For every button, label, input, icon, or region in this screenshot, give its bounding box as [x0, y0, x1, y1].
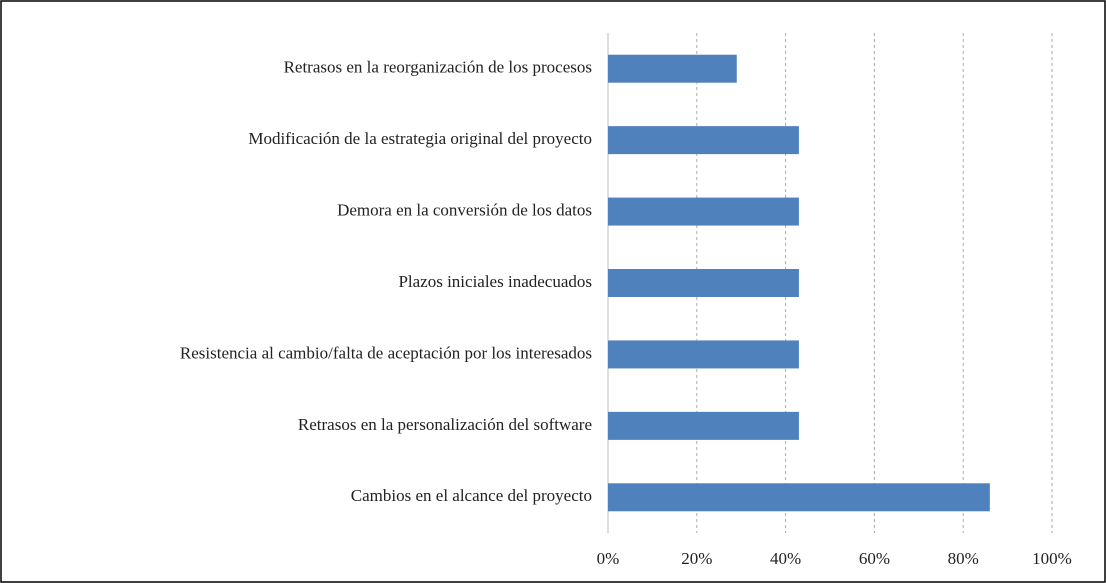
y-tick-label: Modificación de la estrategia original d… — [248, 129, 592, 148]
x-tick-label: 80% — [948, 549, 979, 568]
bar — [608, 269, 799, 297]
y-tick-label: Retrasos en la reorganización de los pro… — [284, 58, 592, 77]
bar — [608, 483, 990, 512]
y-tick-label: Plazos iniciales inadecuados — [398, 272, 592, 291]
bar — [608, 54, 737, 83]
x-tick-label: 0% — [597, 549, 620, 568]
x-tick-label: 60% — [859, 549, 890, 568]
y-tick-label: Resistencia al cambio/falta de aceptació… — [180, 343, 592, 362]
bar — [608, 411, 799, 440]
bar — [608, 340, 799, 369]
x-tick-label: 20% — [681, 549, 712, 568]
y-tick-label: Retrasos en la personalización del softw… — [298, 415, 592, 434]
bar — [608, 197, 799, 226]
y-tick-label: Cambios en el alcance del proyecto — [351, 486, 592, 505]
bar — [608, 126, 799, 155]
x-tick-label: 40% — [770, 549, 801, 568]
y-tick-label: Demora en la conversión de los datos — [337, 200, 592, 219]
x-tick-label: 100% — [1032, 549, 1072, 568]
